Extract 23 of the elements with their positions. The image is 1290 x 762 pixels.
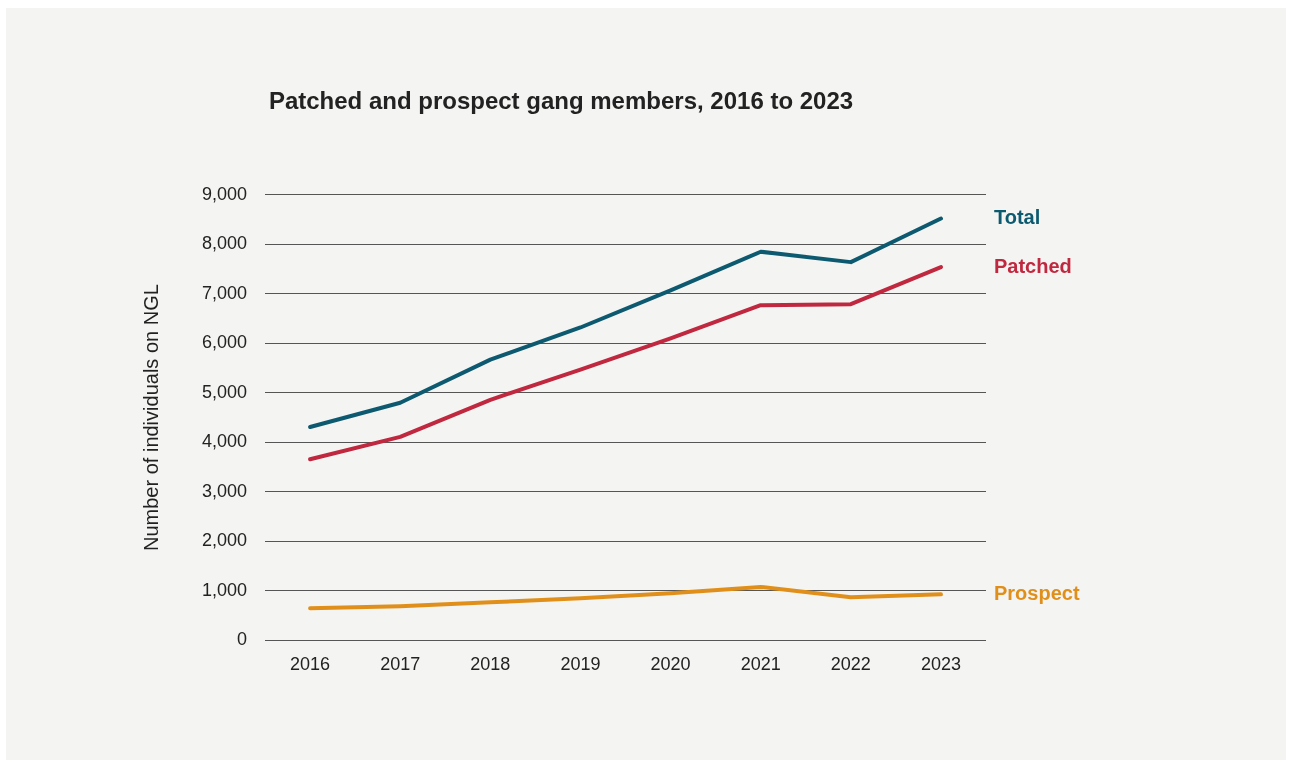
- x-tick-label: 2017: [380, 654, 421, 675]
- chart-title: Patched and prospect gang members, 2016 to 2023: [268, 87, 854, 115]
- text: Prospect: [994, 581, 1080, 604]
- y-tick-label: 3,000: [202, 480, 248, 501]
- text: Total: [994, 206, 1041, 229]
- x-tick-label: 2018: [470, 654, 511, 675]
- x-tick-label: 2023: [920, 654, 961, 675]
- x-tick-label: 2016: [290, 654, 331, 675]
- y-tick-label: 6,000: [202, 332, 248, 353]
- y-tick-label: 9,000: [202, 183, 248, 204]
- text: Patched: [994, 254, 1072, 277]
- x-tick-label: 2021: [740, 654, 781, 675]
- y-tick-label: 0: [237, 629, 248, 650]
- y-tick-label: 2,000: [202, 530, 248, 551]
- y-tick-label: 7,000: [202, 282, 248, 303]
- y-tick-label: 8,000: [202, 233, 248, 254]
- y-axis-title: Number of individuals on NGL: [139, 284, 162, 551]
- y-tick-label: 1,000: [202, 579, 248, 600]
- x-tick-label: 2020: [650, 654, 691, 675]
- x-tick-label: 2022: [830, 654, 871, 675]
- y-tick-label: 5,000: [202, 381, 248, 402]
- y-tick-label: 4,000: [202, 431, 248, 452]
- x-tick-label: 2019: [560, 654, 601, 675]
